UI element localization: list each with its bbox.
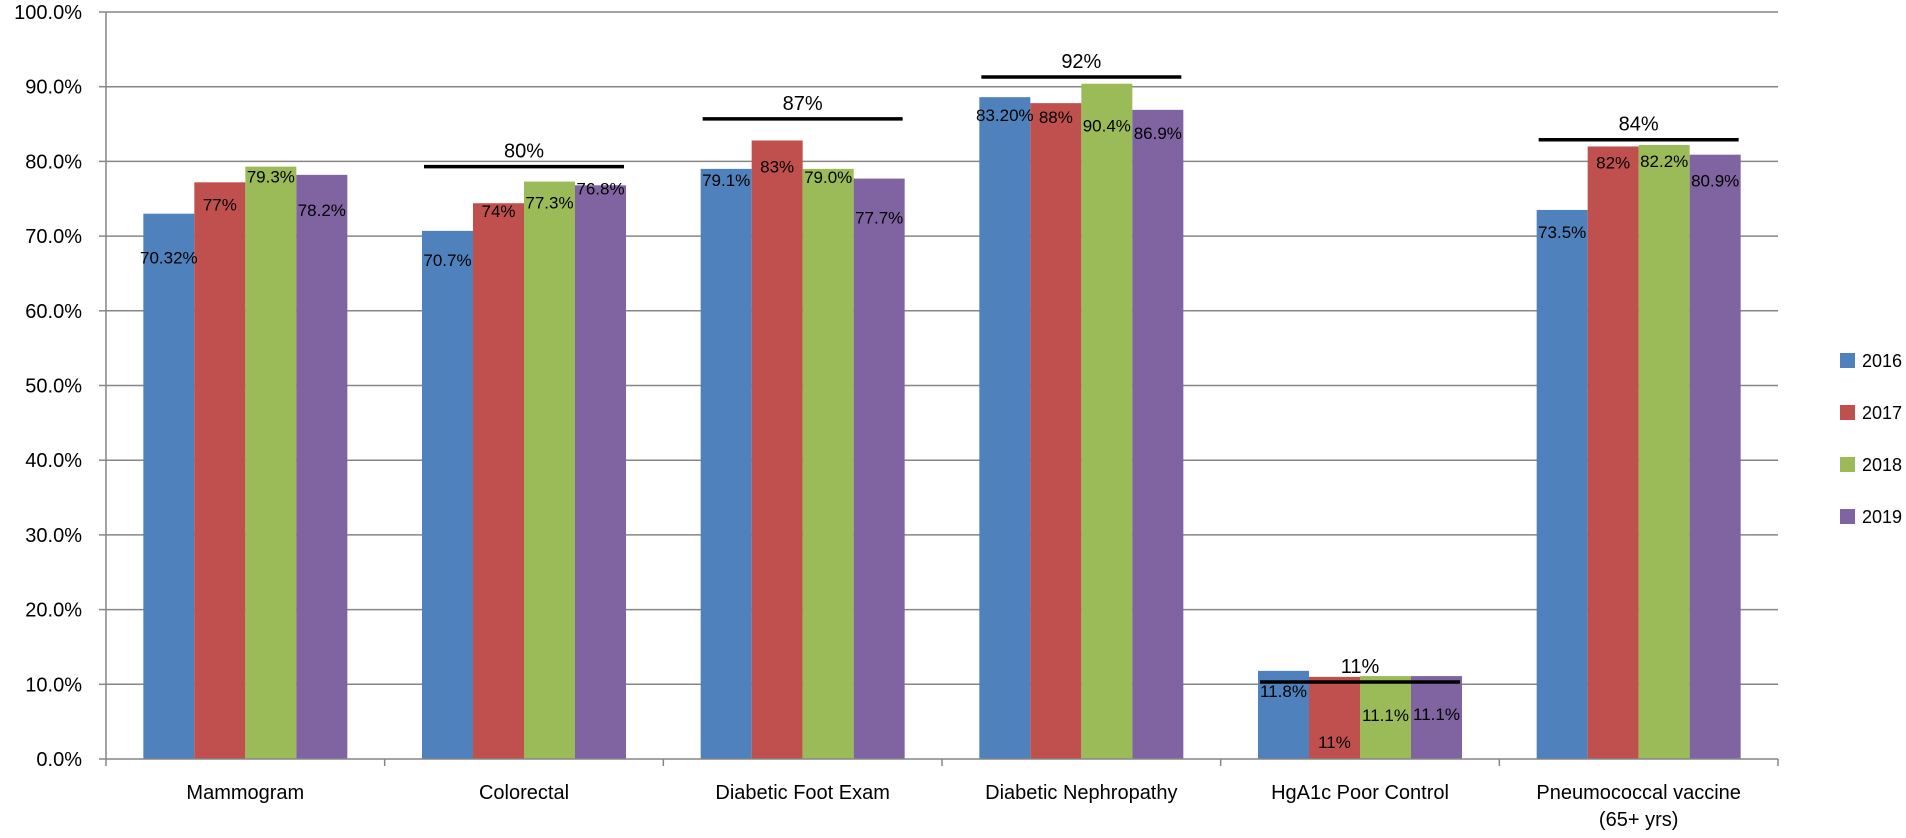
bar-2018 xyxy=(802,168,854,759)
data-label: 70.7% xyxy=(423,251,471,270)
data-label: 77% xyxy=(203,195,237,214)
bar-2018 xyxy=(1638,144,1690,759)
bar-2017 xyxy=(751,140,803,759)
target-lines: 80% 87% 92% 11% 84% xyxy=(424,51,1739,684)
legend-label: 2016 xyxy=(1862,351,1902,371)
bar-2018 xyxy=(1081,83,1133,760)
bars xyxy=(143,83,1741,760)
x-tick-label: Diabetic Foot Exam xyxy=(715,782,890,804)
data-label: 74% xyxy=(481,202,515,221)
y-tick-label: 80.0% xyxy=(25,151,82,173)
bar-2016 xyxy=(143,213,195,759)
bar-2017 xyxy=(1309,676,1360,759)
data-label: 11.1% xyxy=(1413,705,1460,724)
target-label: 11% xyxy=(1341,656,1380,678)
gridlines xyxy=(106,11,1778,686)
y-tick-label: 30.0% xyxy=(25,525,82,547)
data-label: 86.9% xyxy=(1134,124,1182,143)
target-label: 87% xyxy=(783,93,823,115)
legend-label: 2017 xyxy=(1862,403,1902,423)
y-tick-label: 50.0% xyxy=(25,376,82,398)
bar-2016 xyxy=(700,168,752,759)
legend-swatch xyxy=(1840,457,1855,472)
bar-2017 xyxy=(194,182,246,760)
legend-swatch xyxy=(1840,405,1855,420)
x-tick-label: Pneumococcal vaccine xyxy=(1536,782,1741,804)
bar-2016 xyxy=(1258,670,1309,759)
y-tick-label: 70.0% xyxy=(25,226,82,248)
data-label: 79.3% xyxy=(247,168,295,187)
data-label: 70.32% xyxy=(140,249,198,268)
data-label: 83% xyxy=(760,157,794,176)
y-tick-label: 0.0% xyxy=(36,749,82,771)
x-tick-label: Colorectal xyxy=(479,782,569,804)
target-label: 84% xyxy=(1619,114,1659,136)
data-label: 80.9% xyxy=(1691,172,1739,191)
x-tick-label: (65+ yrs) xyxy=(1599,809,1678,831)
bar-2019 xyxy=(575,185,626,759)
bar-2017 xyxy=(1587,146,1639,759)
legend-swatch xyxy=(1840,353,1855,368)
bar-2018 xyxy=(245,166,297,759)
target-label: 92% xyxy=(1061,51,1101,73)
bar-2018 xyxy=(1360,676,1411,759)
x-tick-label: Mammogram xyxy=(186,782,304,804)
data-label: 73.5% xyxy=(1538,223,1586,242)
legend-label: 2018 xyxy=(1862,455,1902,475)
data-label: 77.7% xyxy=(855,209,903,228)
bar-2019 xyxy=(1689,154,1741,759)
y-tick-label: 20.0% xyxy=(25,600,82,622)
data-label: 11.1% xyxy=(1362,706,1409,725)
y-axis: 0.0% 10.0% 20.0% 30.0% 40.0% 50.0% 60.0% 70.0% 8… xyxy=(14,2,107,771)
data-label: 11.8% xyxy=(1260,682,1307,701)
legend: 2016 2017 2018 2019 xyxy=(1840,351,1902,527)
legend-swatch xyxy=(1840,509,1855,524)
bar-2019 xyxy=(296,174,348,759)
bar-2016 xyxy=(422,230,473,760)
data-label: 77.3% xyxy=(525,194,573,213)
data-label: 82.2% xyxy=(1640,152,1688,171)
x-axis: Mammogram Colorectal Diabetic Foot Exam Dia… xyxy=(105,758,1779,831)
y-tick-label: 40.0% xyxy=(25,450,82,472)
bar-2018 xyxy=(524,181,575,760)
data-label: 82% xyxy=(1596,153,1630,172)
data-label: 79.0% xyxy=(804,168,852,187)
y-tick-label: 10.0% xyxy=(25,674,82,696)
data-label: 76.8% xyxy=(576,179,624,198)
data-label: 79.1% xyxy=(702,171,750,190)
data-label: 83.20% xyxy=(976,106,1034,125)
data-label: 90.4% xyxy=(1083,117,1131,136)
bar-2017 xyxy=(1030,103,1082,759)
legend-label: 2019 xyxy=(1862,507,1902,527)
bar-2019 xyxy=(853,178,905,759)
target-label: 80% xyxy=(504,141,544,163)
x-tick-label: HgA1c Poor Control xyxy=(1271,782,1449,804)
y-tick-label: 100.0% xyxy=(14,2,82,24)
data-label: 11% xyxy=(1318,733,1351,752)
bar-2016 xyxy=(979,97,1031,759)
bar-2016 xyxy=(1536,209,1588,759)
bar-2017 xyxy=(473,203,524,759)
data-labels: 70.32% 77% 79.3%78.2% 70.7% 74% 77.3%76.8% 79.… xyxy=(140,106,1739,752)
y-tick-label: 90.0% xyxy=(25,77,82,99)
bar-2019 xyxy=(1132,109,1184,760)
x-tick-label: Diabetic Nephropathy xyxy=(985,782,1177,804)
data-label: 88% xyxy=(1039,108,1073,127)
y-tick-label: 60.0% xyxy=(25,301,82,323)
bar-2019 xyxy=(1411,676,1462,759)
data-label: 78.2% xyxy=(298,201,346,220)
